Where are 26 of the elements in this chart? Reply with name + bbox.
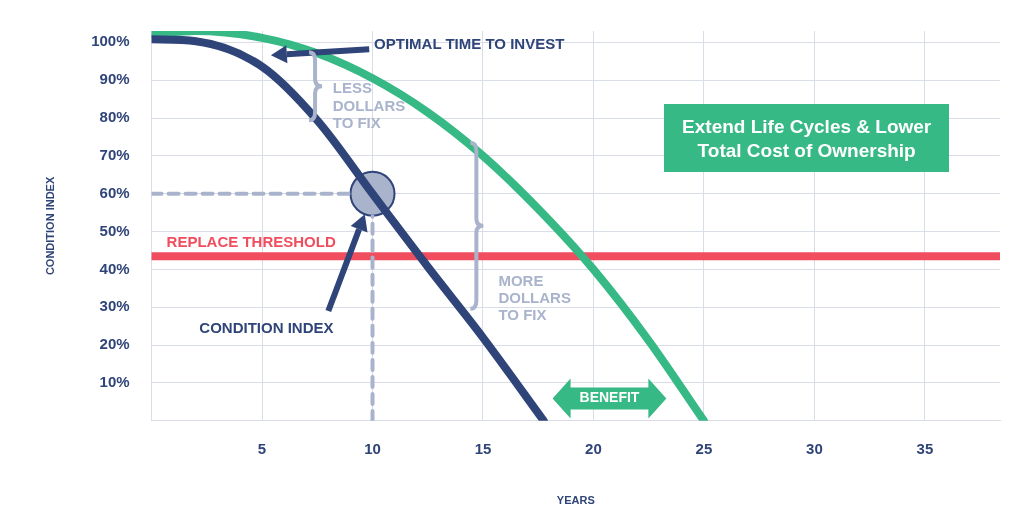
annotation: LESS DOLLARS TO FIX: [332, 79, 407, 132]
annotation: MORE DOLLARS TO FIX: [498, 271, 572, 324]
annotation: BENEFIT: [578, 389, 641, 406]
ref-line-label: REPLACE THRESHOLD: [166, 232, 336, 250]
y-tick-label: 100%: [91, 32, 130, 50]
x-tick-label: 5: [257, 439, 267, 457]
y-axis-title: CONDITION INDEX: [43, 176, 56, 276]
y-tick-label: 40%: [99, 259, 130, 277]
x-tick-label: 25: [695, 439, 713, 457]
y-tick-label: 70%: [99, 146, 130, 164]
x-tick-label: 30: [806, 439, 823, 457]
y-tick-label: 90%: [99, 70, 130, 88]
x-tick-label: 10: [364, 439, 381, 457]
annotation: OPTIMAL TIME TO INVEST: [374, 35, 565, 53]
y-tick-label: 20%: [99, 335, 130, 353]
x-tick-label: 15: [474, 439, 492, 457]
y-tick-label: 10%: [99, 373, 130, 391]
y-tick-label: 30%: [99, 297, 130, 315]
annotation: CONDITION INDEX: [198, 319, 335, 337]
x-tick-label: 35: [916, 439, 934, 457]
annotation: Extend Life Cycles & Lower Total Cost of Ownership: [681, 114, 933, 164]
y-tick-label: 50%: [99, 221, 130, 239]
y-tick-label: 80%: [99, 108, 130, 126]
x-tick-label: 20: [585, 439, 602, 457]
x-axis-title: YEARS: [556, 494, 595, 507]
y-tick-label: 60%: [99, 183, 130, 201]
